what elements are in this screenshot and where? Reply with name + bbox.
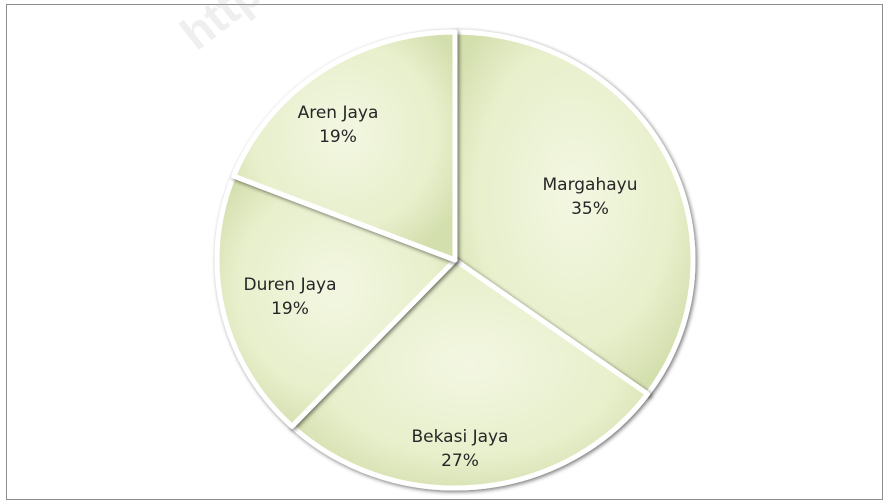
slice-label-percent: 19% [319, 127, 357, 147]
slice-label-name: Duren Jaya [243, 275, 336, 295]
slice-label-name: Aren Jaya [298, 103, 379, 123]
slice-label-percent: 27% [441, 451, 479, 471]
slice-label-percent: 19% [271, 299, 309, 319]
pie-slice-aren-jaya [231, 29, 458, 263]
slice-label-name: Margahayu [542, 175, 637, 195]
slice-label-name: Bekasi Jaya [412, 427, 509, 447]
pie-slice-bekasi-jaya [289, 257, 651, 491]
pie-slice-margahayu [452, 29, 696, 397]
slice-label-percent: 35% [571, 199, 609, 219]
